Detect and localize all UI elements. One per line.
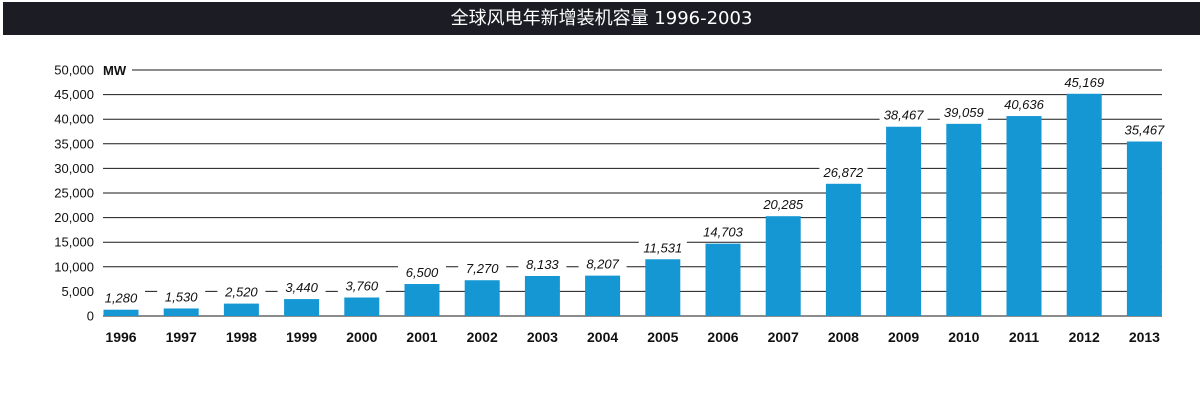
y-tick-label: 5,000 [61,284,94,299]
x-tick-label: 2001 [406,329,437,345]
data-label: 1,280 [105,291,138,306]
y-tick-label: 50,000 [54,63,94,78]
data-label: 3,440 [285,280,318,295]
y-tick-label: 15,000 [54,235,94,250]
data-label: 8,133 [526,257,559,272]
data-label: 14,703 [703,225,744,240]
data-label: 40,636 [1004,97,1045,112]
x-tick-label: 2006 [707,329,738,345]
data-label: 6,500 [406,265,439,280]
data-label-bg [1120,121,1169,139]
bar [524,275,560,316]
data-label: 26,872 [823,165,865,180]
data-label-bg [939,103,988,121]
y-axis: 0 5,000 10,000 15,000 20,000 25,000 30,000 35,0… [54,63,94,324]
bar [1066,93,1102,316]
x-tick-label: 1997 [166,329,197,345]
data-labels: 1,280 1,530 2,520 3,440 3,760 6,500 7,270 8,133… [97,73,1169,307]
data-label-bg [578,255,627,273]
x-tick-label: 2008 [828,329,859,345]
data-label-bg [1000,96,1048,114]
y-tick-label: 30,000 [54,161,94,176]
x-tick-label: 2010 [948,329,979,345]
data-label-bg [1060,73,1109,91]
data-label: 35,467 [1125,123,1166,138]
data-label-bg [518,255,567,273]
bar [223,303,259,316]
y-tick-label: 0 [87,309,94,324]
data-label-bg [277,279,326,297]
x-tick-label: 2012 [1069,329,1100,345]
data-label: 45,169 [1064,75,1104,90]
bar [825,183,861,316]
data-label-bg [759,196,808,214]
x-axis: 1996 1997 1998 1999 2000 2001 2002 2003 2004 2005… [105,329,1160,345]
y-tick-label: 10,000 [54,259,94,274]
bar [705,243,741,316]
data-label: 1,530 [165,289,198,304]
x-tick-label: 1999 [286,329,317,345]
data-label: 11,531 [643,240,682,255]
bar [464,280,500,316]
x-tick-label: 2003 [527,329,558,345]
data-label-bg [638,239,687,257]
y-tick-label: 25,000 [54,186,94,201]
data-label: 20,285 [762,197,804,212]
data-label: 2,520 [224,285,258,300]
y-tick-label: 40,000 [54,112,94,127]
bar [284,299,320,316]
x-tick-label: 2007 [768,329,799,345]
bars [103,93,1162,317]
data-label: 39,059 [944,105,984,120]
data-label-bg [217,283,266,301]
y-axis-unit: MW [103,63,127,78]
data-label-bg [97,289,145,307]
bar [163,308,199,316]
bar [404,284,440,316]
x-tick-label: 1998 [226,329,257,345]
data-label-bg [398,264,446,282]
bar [1126,141,1162,316]
bar [103,309,139,316]
data-label-bg [458,260,507,278]
bar [765,216,801,316]
x-tick-label: 2000 [346,329,377,345]
x-tick-label: 2005 [647,329,678,345]
data-label: 38,467 [884,108,925,123]
data-label-bg [819,163,868,181]
data-label: 3,760 [346,279,379,294]
data-label-bg [699,223,747,241]
y-tick-label: 35,000 [54,136,94,151]
x-tick-label: 2004 [587,329,618,345]
data-label: 8,207 [586,257,619,272]
data-label-bg [157,288,206,306]
data-label: 7,270 [466,261,499,276]
data-label-bg [879,106,928,124]
bar [1006,116,1042,316]
bar [585,275,621,316]
bar [645,259,681,316]
data-label-bg [337,277,386,295]
x-tick-label: 2013 [1129,329,1160,345]
x-tick-label: 1996 [105,329,136,345]
chart-title: 全球风电年新增装机容量 1996-2003 [3,2,1200,35]
x-tick-label: 2011 [1009,329,1040,345]
bar [344,297,380,316]
bar [886,126,922,316]
x-tick-label: 2002 [467,329,498,345]
y-tick-label: 20,000 [54,210,94,225]
y-tick-label: 45,000 [54,87,94,102]
bar [946,123,982,317]
x-tick-label: 2009 [888,329,919,345]
